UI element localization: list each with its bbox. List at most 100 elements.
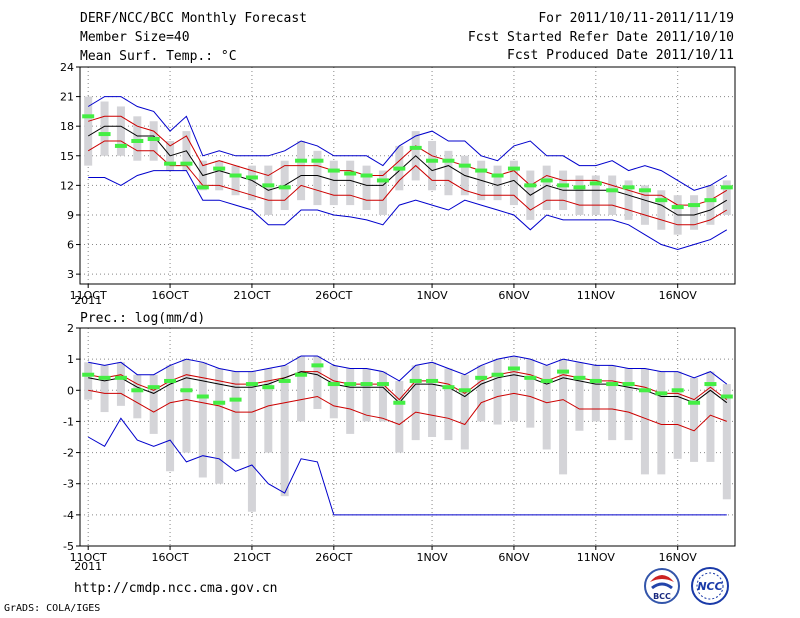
prec-frame: [79, 327, 736, 547]
temp-member-bar: [591, 175, 600, 215]
prec-series-lower: [88, 389, 727, 432]
prec-member-bar: [395, 380, 404, 453]
temp-observed-marker: [82, 114, 95, 119]
temp-observed-marker: [278, 185, 291, 190]
prec-observed-marker: [360, 382, 373, 387]
prec-x-tick-label: 16OCT: [152, 551, 189, 564]
temp-observed-marker: [720, 185, 733, 190]
source-url[interactable]: http://cmdp.ncc.cma.gov.cn: [74, 581, 278, 596]
temp-panel: Mean Surf. Temp.: °C 3 6 9 12 15 18 21 24 11OCT 16…: [60, 49, 736, 307]
prec-observed-marker: [344, 382, 357, 387]
prec-member-bar: [133, 374, 142, 419]
temp-y-tick-label: 12: [60, 179, 74, 192]
temp-observed-marker: [262, 183, 275, 188]
prec-member-bar: [100, 365, 109, 413]
prec-member-bar: [411, 365, 420, 441]
prec-member-bar: [444, 368, 453, 441]
temp-member-bar: [329, 160, 338, 206]
temp-observed-marker: [524, 183, 537, 188]
prec-series-mean: [88, 371, 728, 404]
temp-x-tick-label: 16NOV: [659, 289, 698, 302]
prec-observed-marker: [573, 375, 586, 380]
temp-member-bar: [493, 165, 502, 201]
prec-member-bar: [116, 362, 125, 406]
temp-x-tick-label: 21OCT: [233, 289, 270, 302]
prec-x-tick-label: 26OCT: [315, 551, 352, 564]
temp-member-bar: [313, 150, 322, 206]
temp-observed-marker: [589, 181, 602, 186]
temp-member-bar: [444, 150, 453, 196]
temp-y-tick-label: 3: [67, 268, 74, 281]
prec-member-bar: [722, 384, 731, 500]
prec-observed-marker: [426, 378, 439, 383]
temp-y-tick-label: 18: [60, 120, 74, 133]
prec-series-upper: [88, 371, 728, 401]
temp-member-bar: [215, 160, 224, 191]
prec-member-bar: [264, 368, 273, 453]
prec-member-bar: [657, 371, 666, 475]
temp-observed-marker: [540, 178, 553, 183]
prec-x-tick-label: 21OCT: [233, 551, 270, 564]
prec-observed-marker: [278, 378, 291, 383]
fcst-started-date: Fcst Started Refer Date 2011/10/10: [467, 30, 734, 45]
temp-member-bar: [509, 160, 518, 206]
prec-observed-marker: [491, 372, 504, 377]
temp-observed-marker: [573, 185, 586, 190]
temp-observed-marker: [507, 166, 520, 171]
prec-member-bar: [477, 365, 486, 422]
prec-observed-marker: [507, 366, 520, 371]
temp-observed-marker: [491, 173, 504, 178]
prec-observed-marker: [393, 400, 406, 405]
prec-observed-marker: [213, 400, 226, 405]
temp-observed-marker: [409, 145, 422, 150]
temp-member-bar: [231, 165, 240, 196]
prec-member-bar: [378, 371, 387, 422]
prec-observed-marker: [524, 375, 537, 380]
prec-observed-marker: [540, 378, 553, 383]
prec-x-tick-label: 1NOV: [416, 551, 448, 564]
prec-observed-marker: [442, 385, 455, 390]
prec-member-bar: [215, 368, 224, 484]
temp-x-tick-label: 16OCT: [152, 289, 189, 302]
member-size: Member Size=40: [80, 30, 190, 45]
temp-member-bar: [690, 195, 699, 230]
prec-series-max: [88, 355, 728, 385]
temp-member-bar: [247, 165, 256, 201]
temp-series-upper: [88, 115, 728, 206]
prec-observed-marker: [606, 382, 619, 387]
prec-observed-marker: [245, 382, 258, 387]
bcc-logo-text: BCC: [653, 592, 671, 601]
agency-logos: BCC NCC: [644, 567, 729, 605]
prec-member-bar: [346, 368, 355, 434]
prec-observed-marker: [376, 382, 389, 387]
prec-observed-marker: [131, 388, 144, 393]
prec-observed-marker: [704, 382, 717, 387]
prec-member-bar: [247, 371, 256, 512]
prec-member-bar: [297, 356, 306, 422]
prec-y-tick-label: -1: [63, 415, 74, 428]
temp-series-min: [88, 170, 728, 251]
prec-member-bar: [591, 365, 600, 422]
prec-y-tick-label: -3: [63, 478, 74, 491]
temp-member-bar: [362, 165, 371, 211]
prec-member-bar: [706, 371, 715, 462]
temp-observed-marker: [196, 185, 209, 190]
temp-observed-marker: [426, 158, 439, 163]
temp-observed-marker: [164, 161, 177, 166]
temp-observed-marker: [442, 158, 455, 163]
prec-panel-title: Prec.: log(mm/d): [80, 311, 205, 326]
prec-member-bar: [149, 374, 158, 434]
temp-member-bar: [346, 160, 355, 206]
temp-series-mean: [87, 125, 728, 216]
temp-member-bar: [722, 180, 731, 215]
temp-x-tick-label: 11OCT: [70, 289, 107, 302]
prec-member-bar: [624, 368, 633, 441]
prec-member-bar: [460, 374, 469, 450]
prec-y-tick-label: -4: [63, 509, 74, 522]
temp-y-tick-label: 21: [60, 91, 74, 104]
prec-observed-marker: [327, 382, 340, 387]
temp-observed-marker: [180, 161, 193, 166]
prec-observed-marker: [114, 375, 127, 380]
bcc-logo: BCC: [644, 568, 680, 604]
temp-panel-title: Mean Surf. Temp.: °C: [80, 49, 237, 64]
